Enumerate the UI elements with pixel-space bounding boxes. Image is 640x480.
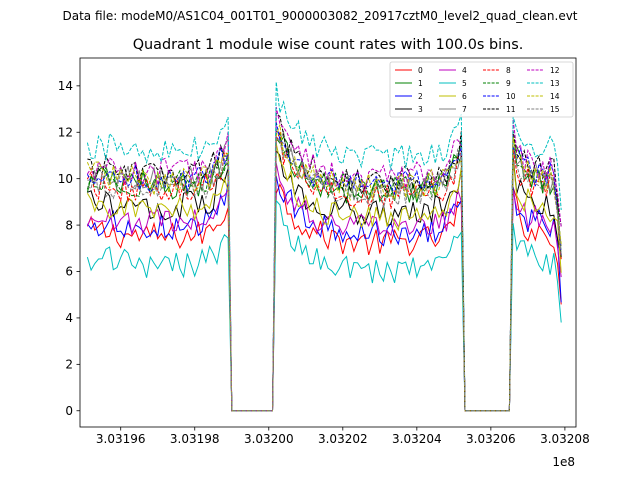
legend-label: 9 [506,79,511,88]
plot-frame [79,57,577,428]
y-axis: 0 2 4 6 8 10 12 14 [58,79,80,418]
series-line-15 [87,137,562,412]
legend-label: 2 [418,92,423,101]
x-tick-label: 3.03198 [170,432,220,446]
suptitle: Data file: modeM0/AS1C04_001T01_90000030… [62,9,577,23]
legend-label: 0 [418,66,423,75]
legend-label: 10 [506,92,516,101]
x-axis: 3.03196 3.03198 3.03200 3.03202 3.03204 3.032… [96,427,590,446]
legend-label: 11 [506,105,516,114]
legend-label: 13 [550,79,560,88]
legend-label: 8 [506,66,511,75]
x-tick-label: 3.03200 [244,432,294,446]
legend-label: 3 [418,105,423,114]
chart-title: Quadrant 1 module wise count rates with … [133,37,524,53]
x-tick-label: 3.03196 [96,432,146,446]
legend-label: 1 [418,79,423,88]
legend-label: 6 [462,92,467,101]
series-line-11 [87,112,562,412]
plot-area [80,58,576,427]
y-tick-label: 4 [65,311,73,325]
y-tick-label: 6 [65,265,73,279]
y-tick-label: 12 [58,125,73,139]
legend-label: 14 [550,92,560,101]
x-offset-label: 1e8 [552,455,575,469]
y-tick-label: 10 [58,172,73,186]
x-tick-label: 3.03208 [540,432,590,446]
y-tick-label: 14 [58,79,73,93]
legend-label: 4 [462,66,467,75]
legend-label: 12 [550,66,560,75]
legend-label: 7 [462,105,467,114]
legend-label: 15 [550,105,560,114]
x-tick-label: 3.03204 [392,432,442,446]
y-tick-label: 2 [65,358,73,372]
y-tick-label: 8 [65,218,73,232]
legend-label: 5 [462,79,467,88]
legend-box [389,61,574,118]
x-tick-label: 3.03206 [466,432,516,446]
y-tick-label: 0 [65,404,73,418]
x-tick-label: 3.03202 [318,432,368,446]
series-layer [86,81,562,412]
